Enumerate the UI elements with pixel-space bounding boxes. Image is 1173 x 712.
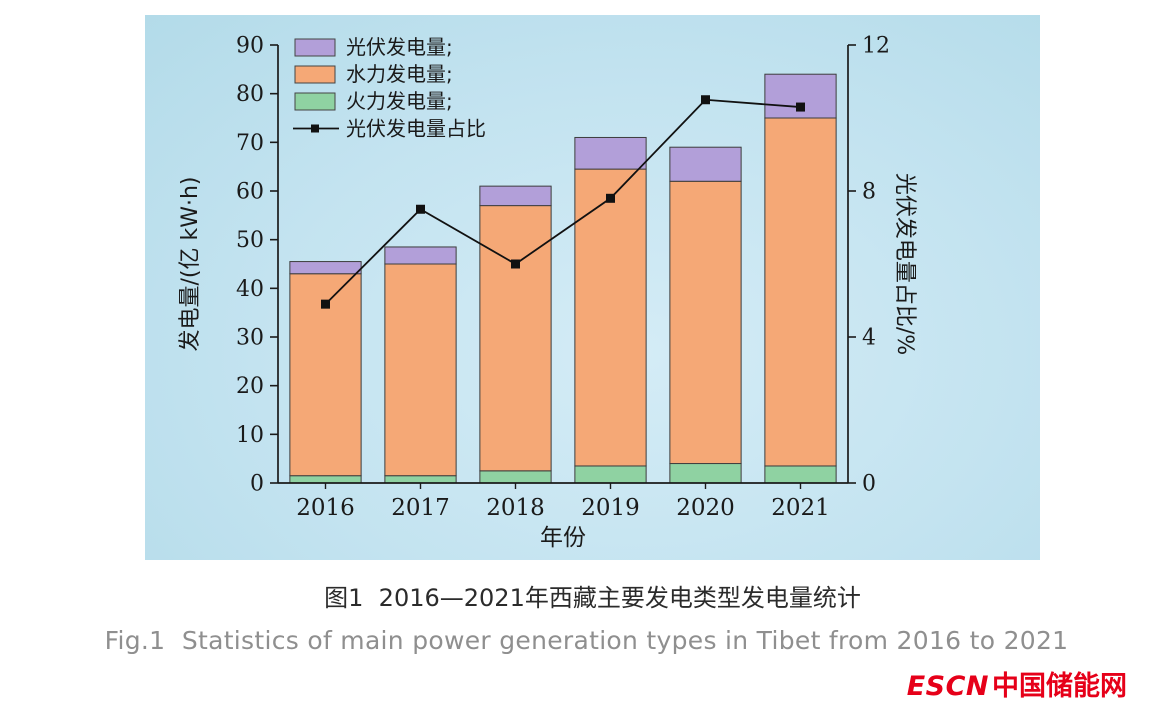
svg-text:0: 0 bbox=[862, 472, 876, 497]
svg-text:40: 40 bbox=[236, 277, 264, 302]
generation-stats-chart: 0 10 20 30 40 50 60 70 80 90 0 4 8 12 2016 2017 2018 2019… bbox=[178, 34, 917, 552]
svg-text:2018: 2018 bbox=[486, 495, 545, 521]
svg-text:50: 50 bbox=[236, 228, 264, 253]
svg-text:2016: 2016 bbox=[296, 495, 355, 521]
svg-text:光伏发电量占比/%: 光伏发电量占比/% bbox=[892, 173, 917, 355]
svg-text:2017: 2017 bbox=[391, 495, 450, 521]
svg-text:8: 8 bbox=[862, 180, 876, 205]
escn-logo: ESCN 中国储能网 bbox=[907, 664, 1127, 703]
svg-text:发电量/(亿 kW·h): 发电量/(亿 kW·h) bbox=[178, 176, 203, 351]
svg-text:光伏发电量;: 光伏发电量; bbox=[346, 35, 453, 59]
figure-caption-zh: 图1 2016—2021年西藏主要发电类型发电量统计 bbox=[324, 584, 861, 612]
svg-text:12: 12 bbox=[862, 34, 890, 59]
svg-text:年份: 年份 bbox=[540, 525, 586, 551]
svg-text:2020: 2020 bbox=[676, 495, 735, 521]
svg-text:30: 30 bbox=[236, 326, 264, 351]
svg-text:光伏发电量占比: 光伏发电量占比 bbox=[346, 117, 486, 141]
svg-text:60: 60 bbox=[236, 180, 264, 205]
chart-panel: 0 10 20 30 40 50 60 70 80 90 0 4 8 12 2016 2017 2018 2019… bbox=[145, 15, 1040, 560]
svg-text:4: 4 bbox=[862, 326, 876, 351]
escn-logo-en: ESCN bbox=[906, 671, 989, 702]
svg-text:70: 70 bbox=[236, 131, 264, 156]
svg-text:0: 0 bbox=[250, 472, 264, 497]
escn-logo-zh: 中国储能网 bbox=[992, 671, 1127, 702]
svg-text:2021: 2021 bbox=[771, 495, 830, 521]
svg-text:80: 80 bbox=[236, 82, 264, 107]
figure-caption-en: Fig.1 Statistics of main power generatio… bbox=[104, 626, 1069, 655]
svg-text:火力发电量;: 火力发电量; bbox=[346, 89, 453, 113]
svg-text:90: 90 bbox=[236, 34, 264, 59]
svg-text:2019: 2019 bbox=[581, 495, 640, 521]
svg-text:水力发电量;: 水力发电量; bbox=[346, 62, 453, 86]
svg-text:10: 10 bbox=[236, 423, 264, 448]
svg-text:20: 20 bbox=[236, 374, 264, 399]
